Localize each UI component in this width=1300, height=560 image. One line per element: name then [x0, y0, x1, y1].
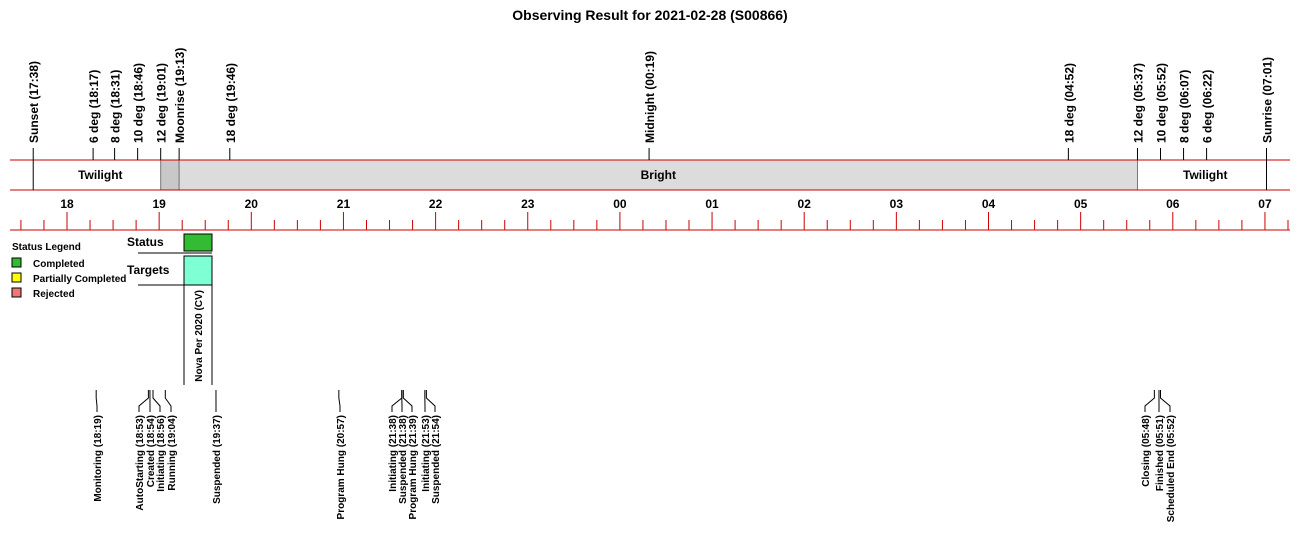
target-box	[183, 255, 213, 286]
hour-label: 02	[798, 197, 812, 211]
event-label: Suspended (19:37)	[212, 415, 223, 504]
bright-band	[178, 159, 1138, 191]
event-label: Initiating (18:56)	[156, 415, 167, 492]
event-label: Scheduled End (05:52)	[1166, 415, 1177, 522]
event-label: Suspended (21:38)	[398, 415, 409, 504]
event-line	[152, 390, 161, 412]
marker-label: 10 deg (05:52)	[1155, 63, 1169, 143]
event-label: Suspended (21:54)	[431, 415, 442, 504]
event-label: Monitoring (18:19)	[93, 415, 104, 502]
marker-label: 12 deg (05:37)	[1131, 63, 1145, 143]
hour-label: 00	[613, 197, 627, 211]
event-label: Closing (05:48)	[1141, 415, 1152, 487]
event-label: AutoStarting (18:53)	[135, 415, 146, 511]
marker-label: Moonrise (19:13)	[173, 48, 187, 143]
hour-label: 03	[890, 197, 904, 211]
event-line	[1144, 390, 1155, 412]
marker-label: Midnight (00:19)	[643, 51, 657, 143]
legend-swatch	[11, 257, 22, 268]
event-line	[1160, 390, 1171, 412]
target-label: Nova Per 2020 (CV)	[194, 290, 205, 382]
event-label: Program Hung (21:39)	[408, 415, 419, 519]
band-label: Twilight	[1183, 168, 1227, 182]
hour-label: 22	[429, 197, 443, 211]
legend-label: Rejected	[33, 289, 75, 300]
hour-label: 23	[521, 197, 535, 211]
status-box	[183, 233, 213, 252]
band-label: Bright	[641, 168, 676, 182]
marker-label: Sunrise (07:01)	[1260, 57, 1274, 143]
event-line	[338, 390, 341, 412]
marker-label: Sunset (17:38)	[27, 61, 41, 143]
event-label: Created (18:54)	[146, 415, 157, 487]
hour-label: 04	[982, 197, 996, 211]
event-line	[138, 390, 149, 412]
event-line	[425, 390, 436, 412]
hour-label: 20	[245, 197, 259, 211]
hour-label: 01	[705, 197, 719, 211]
marker-label: 6 deg (18:17)	[87, 70, 101, 143]
event-label: Running (19:04)	[167, 415, 178, 491]
hour-label: 19	[152, 197, 166, 211]
marker-label: 8 deg (06:07)	[1178, 70, 1192, 143]
marker-label: 12 deg (19:01)	[155, 63, 169, 143]
event-line	[391, 390, 403, 412]
event-label: Program Hung (20:57)	[336, 415, 347, 519]
band-label: Twilight	[78, 168, 122, 182]
twilight-dark	[160, 159, 180, 191]
event-line	[164, 390, 172, 412]
event-line	[95, 390, 98, 412]
marker-label: 18 deg (04:52)	[1062, 63, 1076, 143]
event-label: Initiating (21:53)	[421, 415, 432, 492]
event-label: Initiating (21:38)	[388, 415, 399, 492]
hour-label: 07	[1258, 197, 1272, 211]
legend-label: Completed	[33, 259, 85, 270]
marker-label: 6 deg (06:22)	[1201, 70, 1215, 143]
status-label: Status	[127, 235, 164, 249]
hour-label: 06	[1166, 197, 1180, 211]
legend-label: Partially Completed	[33, 274, 126, 285]
targets-label: Targets	[127, 263, 170, 277]
event-label: Finished (05:51)	[1155, 415, 1166, 491]
marker-label: 18 deg (19:46)	[224, 63, 238, 143]
marker-label: 8 deg (18:31)	[109, 70, 123, 143]
event-line	[402, 390, 413, 412]
legend-title: Status Legend	[12, 242, 81, 253]
hour-label: 05	[1074, 197, 1088, 211]
marker-label: 10 deg (18:46)	[132, 63, 146, 143]
hour-label: 21	[337, 197, 351, 211]
hour-label: 18	[60, 197, 74, 211]
legend-swatch	[11, 272, 22, 283]
title: Observing Result for 2021-02-28 (S00866)	[512, 7, 787, 23]
legend-swatch	[11, 287, 22, 298]
